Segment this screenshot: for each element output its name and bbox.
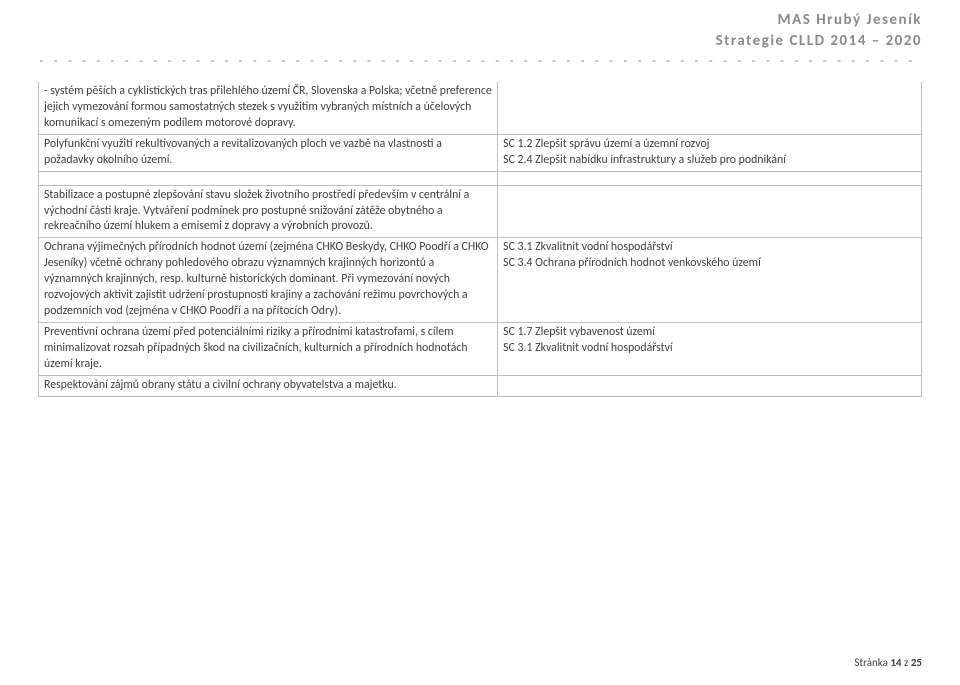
table-cell-right: [498, 185, 922, 238]
header-org: MAS Hrubý Jeseník: [716, 10, 922, 30]
document-header: MAS Hrubý Jeseník Strategie CLLD 2014 – …: [716, 10, 922, 52]
table-row: - systém pěších a cyklistických tras při…: [39, 82, 922, 134]
table-cell-right: SC 1.2 Zlepšit správu území a územní roz…: [498, 134, 922, 171]
table-spacer: [39, 171, 922, 185]
table-cell-right: SC 1.7 Zlepšit vybavenost územíSC 3.1 Zk…: [498, 322, 922, 375]
table-cell-left: Respektování zájmů obrany státu a civiln…: [39, 375, 498, 396]
table-row: Polyfunkční využití rekultivovaných a re…: [39, 134, 922, 171]
page-footer: Stránka 14 z 25: [854, 656, 922, 671]
table-row: Respektování zájmů obrany státu a civiln…: [39, 375, 922, 396]
table-row: Ochrana výjimečných přírodních hodnot úz…: [39, 238, 922, 323]
table-row: Preventivní ochrana území před potenciál…: [39, 322, 922, 375]
table-cell-left: Polyfunkční využití rekultivovaných a re…: [39, 134, 498, 171]
main-content: - systém pěších a cyklistických tras při…: [38, 82, 922, 397]
table-row: Stabilizace a postupné zlepšování stavu …: [39, 185, 922, 238]
table-cell-left: - systém pěších a cyklistických tras při…: [39, 82, 498, 134]
header-title: Strategie CLLD 2014 – 2020: [716, 31, 922, 51]
footer-total: 25: [911, 656, 922, 669]
table-cell-right: [498, 82, 922, 134]
table-cell-left: Stabilizace a postupné zlepšování stavu …: [39, 185, 498, 238]
table-cell-right: [498, 375, 922, 396]
table-cell-right: SC 3.1 Zkvalitnit vodní hospodářstvíSC 3…: [498, 238, 922, 323]
table-cell-left: Ochrana výjimečných přírodních hodnot úz…: [39, 238, 498, 323]
header-divider: - - - - - - - - - - - - - - - - - - - - …: [38, 54, 922, 69]
table-cell-left: Preventivní ochrana území před potenciál…: [39, 322, 498, 375]
strategy-table: - systém pěších a cyklistických tras při…: [38, 82, 922, 397]
footer-prefix: Stránka: [854, 656, 890, 669]
footer-mid: z: [902, 656, 911, 669]
footer-page: 14: [890, 656, 901, 669]
